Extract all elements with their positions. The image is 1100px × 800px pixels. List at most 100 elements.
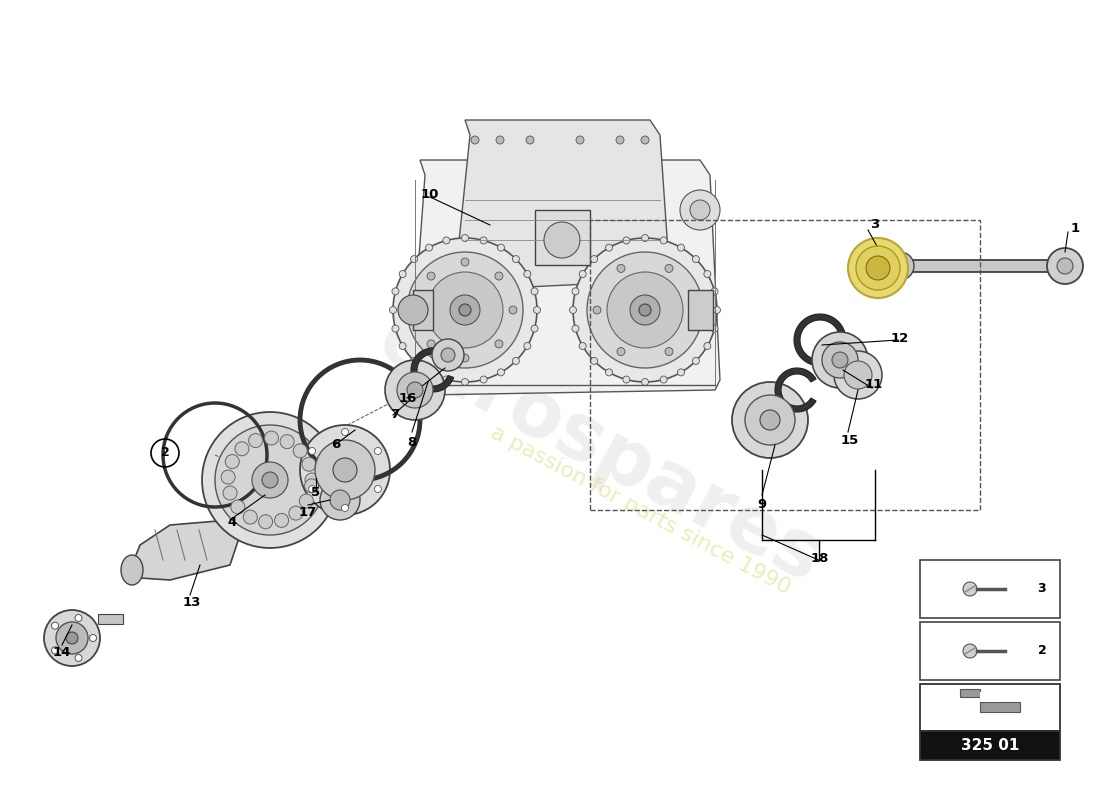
Circle shape [714, 306, 720, 314]
Circle shape [262, 472, 278, 488]
Circle shape [497, 244, 505, 251]
Polygon shape [794, 314, 846, 366]
Circle shape [524, 342, 531, 350]
Circle shape [450, 295, 480, 325]
Circle shape [249, 434, 263, 447]
Circle shape [235, 442, 249, 456]
Circle shape [75, 614, 82, 622]
Text: 18: 18 [811, 551, 829, 565]
Circle shape [666, 265, 673, 273]
Text: 13: 13 [183, 595, 201, 609]
Circle shape [341, 429, 349, 435]
Text: 9: 9 [758, 498, 767, 511]
Circle shape [834, 351, 882, 399]
Circle shape [678, 369, 684, 376]
Circle shape [427, 340, 436, 348]
Circle shape [607, 272, 683, 348]
Circle shape [856, 246, 900, 290]
Circle shape [660, 376, 667, 383]
Circle shape [374, 447, 382, 454]
Circle shape [399, 342, 406, 350]
Circle shape [544, 222, 580, 258]
Circle shape [866, 256, 890, 280]
Text: eurospares: eurospares [365, 301, 835, 599]
Circle shape [443, 237, 450, 244]
Polygon shape [455, 120, 670, 290]
Circle shape [587, 252, 703, 368]
Polygon shape [776, 368, 816, 412]
Text: 10: 10 [421, 189, 439, 202]
Circle shape [75, 654, 82, 662]
Text: 7: 7 [390, 409, 399, 422]
Circle shape [962, 644, 977, 658]
Bar [688, 290, 713, 330]
Circle shape [480, 376, 487, 383]
Circle shape [427, 272, 436, 280]
Text: 17: 17 [299, 506, 317, 519]
Text: 16: 16 [399, 391, 417, 405]
Circle shape [315, 440, 375, 500]
Circle shape [300, 425, 390, 515]
Circle shape [732, 382, 808, 458]
Text: 3: 3 [870, 218, 880, 231]
Circle shape [264, 431, 278, 445]
Circle shape [432, 339, 464, 371]
Circle shape [572, 288, 579, 295]
Circle shape [301, 458, 316, 471]
Circle shape [630, 295, 660, 325]
Circle shape [591, 255, 597, 262]
Circle shape [289, 506, 302, 520]
Circle shape [623, 376, 630, 383]
Text: 2: 2 [161, 446, 169, 459]
Circle shape [305, 473, 319, 487]
Circle shape [570, 306, 576, 314]
Circle shape [678, 244, 684, 251]
Text: 6: 6 [331, 438, 341, 451]
Circle shape [745, 395, 795, 445]
Circle shape [214, 425, 324, 535]
Circle shape [641, 234, 649, 242]
Circle shape [341, 505, 349, 511]
Circle shape [760, 410, 780, 430]
Bar [920, 684, 1060, 731]
Circle shape [309, 447, 316, 454]
Circle shape [202, 412, 338, 548]
Polygon shape [130, 520, 240, 580]
Circle shape [711, 325, 718, 332]
Circle shape [52, 622, 58, 629]
Circle shape [461, 258, 469, 266]
Circle shape [711, 288, 718, 295]
Text: 11: 11 [865, 378, 883, 391]
Circle shape [832, 352, 848, 368]
Circle shape [605, 369, 613, 376]
Circle shape [1047, 248, 1084, 284]
Circle shape [617, 347, 625, 355]
Circle shape [641, 378, 649, 386]
Circle shape [579, 270, 586, 278]
Circle shape [410, 255, 418, 262]
Circle shape [427, 272, 503, 348]
Bar [535, 210, 590, 265]
Circle shape [524, 270, 531, 278]
Circle shape [690, 200, 710, 220]
Circle shape [639, 304, 651, 316]
Circle shape [704, 270, 711, 278]
Circle shape [497, 369, 505, 376]
Text: 325 01: 325 01 [960, 738, 1020, 753]
Circle shape [56, 622, 88, 654]
Circle shape [573, 238, 717, 382]
Circle shape [385, 360, 446, 420]
Polygon shape [411, 348, 453, 392]
Circle shape [52, 647, 58, 654]
Text: a passion for parts since 1990: a passion for parts since 1990 [486, 422, 793, 598]
Circle shape [407, 382, 424, 398]
Text: 4: 4 [228, 515, 236, 529]
Circle shape [666, 347, 673, 355]
Text: 14: 14 [53, 646, 72, 658]
Circle shape [480, 237, 487, 244]
Circle shape [392, 288, 399, 295]
Circle shape [243, 510, 257, 524]
Circle shape [280, 434, 294, 449]
Bar [900, 260, 1065, 272]
Circle shape [462, 234, 469, 242]
